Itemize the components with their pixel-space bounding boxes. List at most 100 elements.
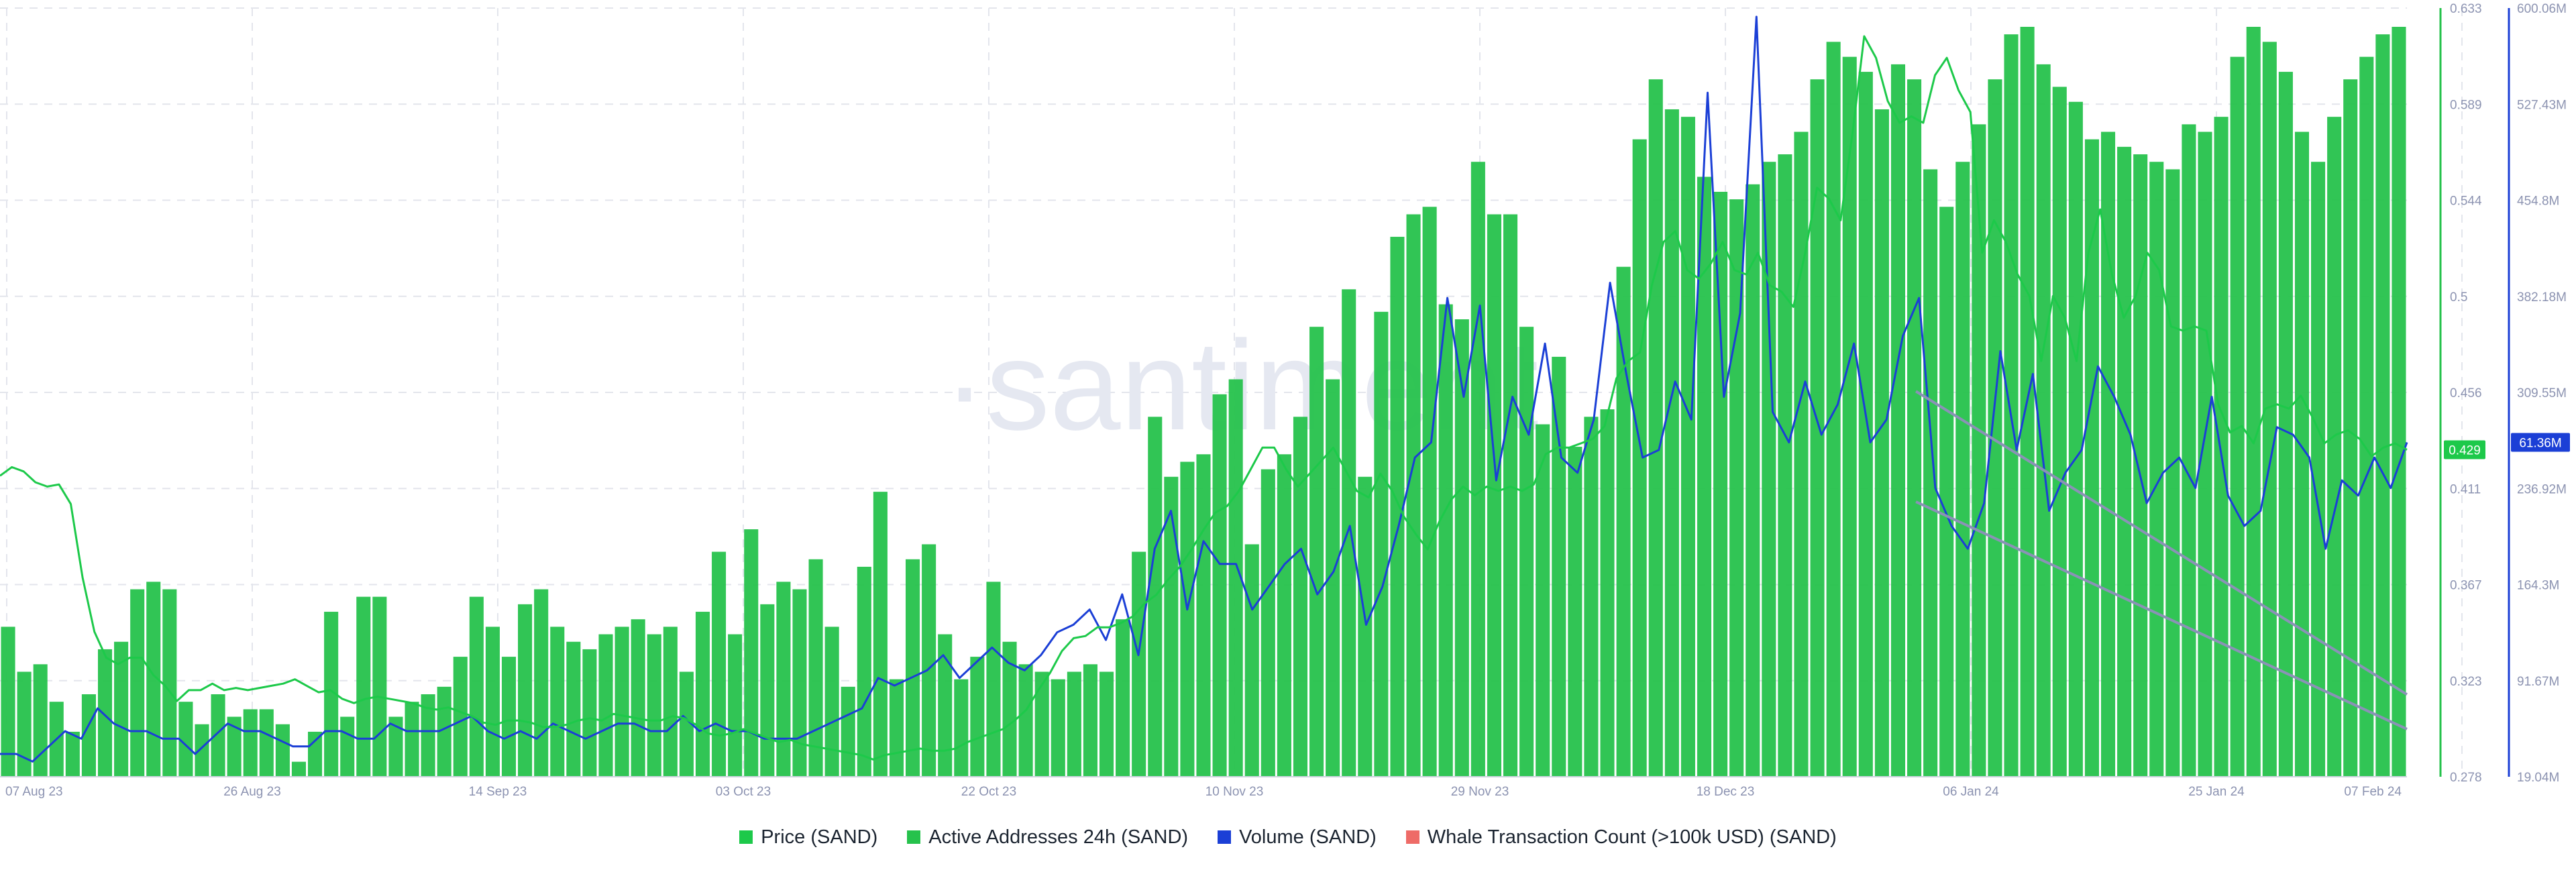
active-addresses-bar	[2182, 124, 2196, 777]
active-addresses-bar	[1277, 454, 1291, 777]
active-addresses-bar	[2214, 117, 2229, 777]
active-addresses-bar	[518, 604, 533, 777]
active-addresses-bar	[17, 671, 32, 777]
active-addresses-bar	[1067, 671, 1081, 777]
active-addresses-bar	[808, 559, 823, 777]
active-addresses-bar	[1470, 162, 1485, 777]
active-addresses-bar	[728, 634, 743, 777]
active-addresses-bar	[938, 634, 953, 777]
trendlines	[1915, 390, 2408, 730]
x-tick-label: 29 Nov 23	[1451, 785, 1509, 799]
active-addresses-bar	[1794, 131, 1809, 777]
active-addresses-bar	[1099, 671, 1114, 777]
active-addresses-bar	[970, 657, 985, 777]
active-addresses-bar	[534, 589, 549, 777]
active-addresses-bar	[1293, 417, 1308, 777]
active-addresses-bar	[1132, 551, 1146, 777]
active-addresses-bar	[663, 626, 678, 777]
active-addresses-bar	[1034, 671, 1049, 777]
active-addresses-bar	[97, 649, 113, 777]
active-addresses-bar	[2052, 87, 2067, 777]
active-addresses-bar	[906, 559, 920, 777]
active-addresses-bar	[1842, 56, 1857, 777]
legend-item[interactable]: Volume (SAND)	[1218, 826, 1377, 849]
price-current-label: 0.429	[2449, 444, 2481, 458]
volume-current-badge	[2511, 433, 2570, 452]
active-addresses-bar	[2262, 42, 2277, 777]
volume-tick-label: 236.92M	[2517, 482, 2567, 496]
legend-swatch	[739, 830, 753, 844]
active-addresses-bar	[889, 679, 904, 777]
active-addresses-bar	[1487, 214, 1501, 777]
active-addresses-bar	[1309, 327, 1324, 777]
active-addresses-bar	[1018, 664, 1033, 777]
trendline	[1915, 500, 2408, 730]
active-addresses-bar	[275, 724, 290, 777]
active-addresses-bar	[679, 671, 694, 777]
active-addresses-bar	[824, 626, 839, 777]
active-addresses-bar	[1584, 417, 1599, 777]
active-addresses-bar	[1746, 184, 1760, 777]
active-addresses-bar	[81, 694, 96, 777]
legend-item[interactable]: Price (SAND)	[739, 826, 877, 849]
active-addresses-bar	[162, 589, 177, 777]
active-addresses-bar	[598, 634, 613, 777]
active-addresses-bar	[631, 619, 645, 777]
volume-tick-label: 19.04M	[2517, 771, 2559, 785]
active-addresses-bar	[2198, 131, 2212, 777]
x-tick-label: 25 Jan 24	[2188, 785, 2245, 799]
active-addresses-bar	[1438, 304, 1453, 777]
active-addresses-bar	[1342, 289, 1356, 777]
legend-label: Price (SAND)	[761, 826, 878, 848]
active-addresses-bar	[259, 709, 274, 777]
active-addresses-bar	[550, 626, 565, 777]
volume-tick-label: 382.18M	[2517, 290, 2567, 305]
active-addresses-bar	[1406, 214, 1421, 777]
active-addresses-bar	[2230, 56, 2245, 777]
active-addresses-bar	[760, 604, 775, 777]
active-addresses-bar	[792, 589, 807, 777]
active-addresses-bar	[356, 596, 371, 777]
active-addresses-bar	[243, 709, 258, 777]
active-addresses-bar	[1890, 64, 1906, 777]
active-addresses-bar	[1697, 176, 1712, 777]
active-addresses-bar	[1729, 199, 1744, 777]
price-axis-ticks: 0.633 0.589 0.544 0.5 0.456 0.411 0.367 0.323 0.…	[2450, 2, 2482, 785]
volume-tick-label: 91.67M	[2517, 675, 2559, 689]
active-addresses-bar	[2084, 139, 2099, 777]
active-addresses-bar	[2311, 162, 2326, 777]
active-addresses-bar	[986, 582, 1001, 777]
active-addresses-bar	[1680, 117, 1695, 777]
legend-item[interactable]: Whale Transaction Count (>100k USD) (SAN…	[1405, 826, 1837, 849]
volume-line	[0, 15, 2408, 763]
active-addresses-bar	[1422, 207, 1437, 777]
volume-tick-label: 309.55M	[2517, 386, 2567, 400]
price-tick-label: 0.589	[2450, 98, 2482, 112]
active-addresses-bar	[291, 761, 307, 777]
active-addresses-bar	[324, 612, 339, 777]
active-addresses-bar	[1923, 169, 1938, 777]
legend-item[interactable]: Active Addresses 24h (SAND)	[907, 826, 1188, 849]
active-addresses-bar	[114, 641, 129, 777]
active-addresses-bar	[1196, 454, 1211, 777]
active-addresses-bar	[1390, 237, 1405, 777]
active-addresses-bar	[1568, 447, 1582, 777]
price-current-badge	[2444, 440, 2485, 459]
active-addresses-bar	[1810, 79, 1825, 777]
price-tick-label: 0.633	[2450, 2, 2482, 16]
active-addresses-bar	[340, 716, 355, 777]
active-addresses-bar	[1374, 311, 1389, 777]
active-addresses-bar	[857, 566, 871, 777]
active-addresses-bar	[405, 702, 419, 777]
active-addresses-bar	[1051, 679, 1065, 777]
active-addresses-bar	[1454, 319, 1469, 777]
active-addresses-bar	[2068, 101, 2083, 777]
active-addresses-bar	[1858, 72, 1873, 777]
price-tick-label: 0.5	[2450, 290, 2467, 305]
active-addresses-bar	[146, 582, 161, 777]
volume-tick-label: 164.3M	[2517, 579, 2559, 593]
active-addresses-bar	[1762, 162, 1776, 777]
legend-swatch	[1218, 830, 1232, 844]
x-tick-label: 18 Dec 23	[1697, 785, 1755, 799]
